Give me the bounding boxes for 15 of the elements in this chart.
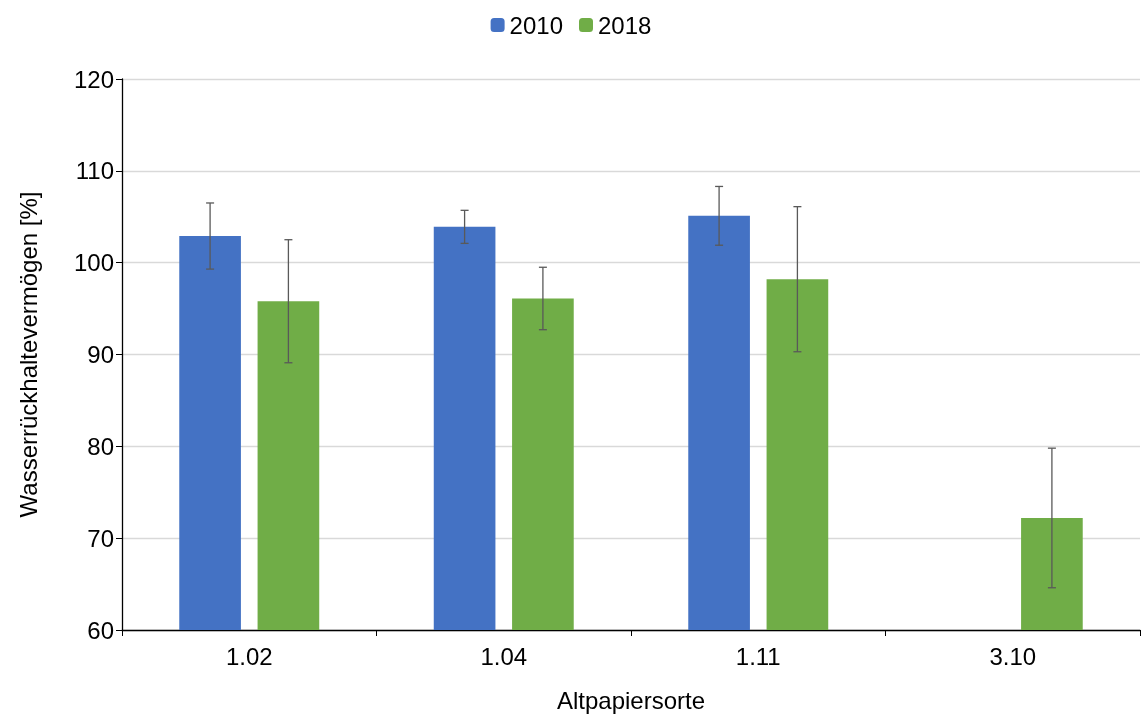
x-tick-label: 3.10: [989, 642, 1037, 670]
y-tick-label: 90: [87, 341, 114, 368]
legend-label: 2010: [509, 11, 563, 39]
y-tick-label: 70: [87, 524, 114, 552]
x-tick-label: 1.11: [735, 642, 781, 670]
y-tick-label: 120: [73, 65, 114, 93]
x-tick-label: 1.04: [480, 642, 528, 670]
y-tick-label: 110: [75, 157, 114, 185]
x-tick-label: 1.02: [225, 642, 273, 670]
x-axis-title: Altpapiersorte: [556, 686, 706, 714]
y-axis-title: Wasserrückhaltevermögen [%]: [14, 191, 42, 518]
legend-label: 2018: [598, 11, 652, 39]
y-tick-label: 100: [73, 249, 114, 277]
y-tick-label: 80: [87, 432, 114, 460]
y-tick-label: 60: [87, 616, 114, 644]
